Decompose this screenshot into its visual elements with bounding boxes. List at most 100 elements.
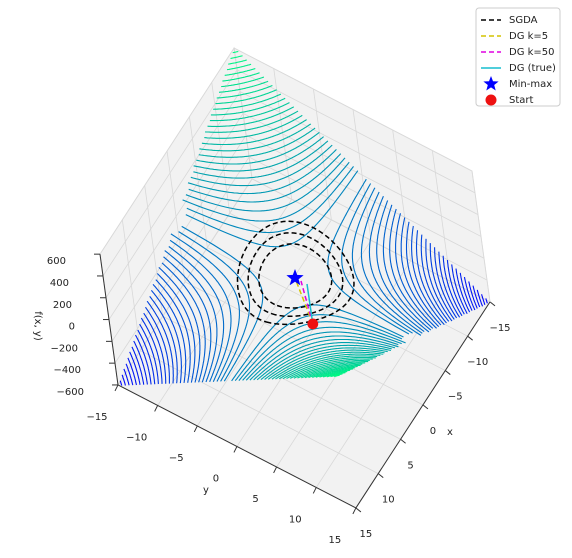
contour-line <box>145 306 170 384</box>
contour-line <box>152 283 187 383</box>
legend-swatch <box>485 94 497 106</box>
z-tick-label: −200 <box>51 343 78 354</box>
contour-line <box>271 351 384 380</box>
contour-line <box>260 344 392 381</box>
tick-mark <box>233 446 238 453</box>
contour-line <box>297 362 366 379</box>
contour-line <box>231 304 404 382</box>
contour-line <box>415 230 447 324</box>
contour-line <box>139 323 159 385</box>
contour-line <box>264 347 388 380</box>
legend-label: DG k=5 <box>509 31 548 42</box>
contour-line <box>161 262 206 383</box>
point <box>307 318 319 330</box>
x-tick-label: −15 <box>489 323 510 334</box>
contour-line <box>163 256 212 383</box>
contour-line <box>218 80 269 93</box>
legend-swatch <box>483 76 499 91</box>
contour-line <box>315 368 354 378</box>
legend-label: DG k=50 <box>509 47 555 58</box>
contour-line <box>221 76 265 88</box>
contour-line <box>135 334 152 385</box>
grid-line <box>245 134 485 259</box>
contour-line <box>327 178 410 335</box>
contour-line <box>216 84 273 99</box>
contour-line <box>168 246 225 383</box>
contour-line <box>193 136 324 172</box>
tick-mark <box>352 507 357 515</box>
x-tick-label: 0 <box>430 426 436 437</box>
contour-line <box>463 277 476 311</box>
contour-line <box>226 63 252 71</box>
contour-line <box>224 67 256 76</box>
z-tick-label: 600 <box>47 256 66 267</box>
z-axis-line <box>99 254 119 386</box>
contour-line <box>242 326 402 381</box>
contour-line <box>425 238 453 322</box>
contour-line <box>198 127 316 158</box>
y-tick-label: 15 <box>329 535 342 546</box>
legend-label: Min-max <box>509 79 552 90</box>
tick-mark <box>273 466 278 474</box>
x-axis-line <box>355 301 491 509</box>
contour-line <box>304 364 361 379</box>
contour-line <box>201 119 307 146</box>
contour-line <box>376 200 430 333</box>
contour-line <box>468 281 478 309</box>
contour-line <box>207 106 295 127</box>
contour-line <box>368 196 425 333</box>
trajectory <box>306 283 314 325</box>
tick-mark <box>114 384 119 392</box>
contour-line <box>156 273 196 383</box>
y-tick-label: 0 <box>213 473 219 484</box>
contour-line <box>267 349 385 380</box>
contour-line <box>186 166 354 234</box>
contour-line <box>319 369 351 378</box>
tick-mark <box>377 473 384 478</box>
contour-line <box>485 298 488 304</box>
contour-line <box>245 331 399 381</box>
tick-mark <box>193 425 198 433</box>
y-tick-label: −5 <box>169 453 184 464</box>
contour-line <box>275 353 381 380</box>
z-tick-label: −400 <box>54 365 81 376</box>
x-tick-label: −10 <box>467 357 488 368</box>
contour-line <box>360 191 423 334</box>
contour-line <box>395 213 437 329</box>
trajectory <box>294 277 314 325</box>
y-tick-label: −10 <box>126 432 147 443</box>
tick-mark <box>154 405 159 412</box>
y-tick-label: −15 <box>86 412 107 423</box>
legend-label: DG (true) <box>509 63 556 74</box>
contour-line <box>149 296 178 384</box>
contour-line <box>322 370 348 378</box>
contour-line <box>405 221 442 326</box>
contour-line <box>420 234 450 322</box>
contour-line <box>411 225 445 326</box>
contour-line <box>278 355 378 380</box>
contour-line <box>188 153 342 203</box>
z-tick-label: 400 <box>50 278 69 289</box>
contour-line <box>446 260 465 315</box>
contour-line <box>140 317 163 384</box>
contour-line <box>164 250 218 383</box>
tick-mark <box>400 438 406 444</box>
contour-line <box>293 361 369 379</box>
contour-line <box>146 300 174 384</box>
contour-line <box>459 272 473 311</box>
contour-line <box>169 239 232 382</box>
grid-line <box>99 47 235 255</box>
grid-line <box>108 113 244 320</box>
contour-line <box>286 358 373 380</box>
legend: SGDA DG k=5 DG k=50 DG (true) Min-max Start <box>475 7 561 107</box>
contour-line <box>131 346 145 385</box>
trajectory <box>258 243 333 309</box>
contour-line <box>312 367 355 378</box>
grid-line <box>117 178 253 386</box>
contour-line <box>127 357 137 386</box>
contour-line <box>249 335 399 381</box>
contour-line <box>123 368 130 386</box>
grid-line <box>102 69 238 277</box>
contour-line <box>333 374 340 378</box>
contour-line <box>158 266 201 383</box>
